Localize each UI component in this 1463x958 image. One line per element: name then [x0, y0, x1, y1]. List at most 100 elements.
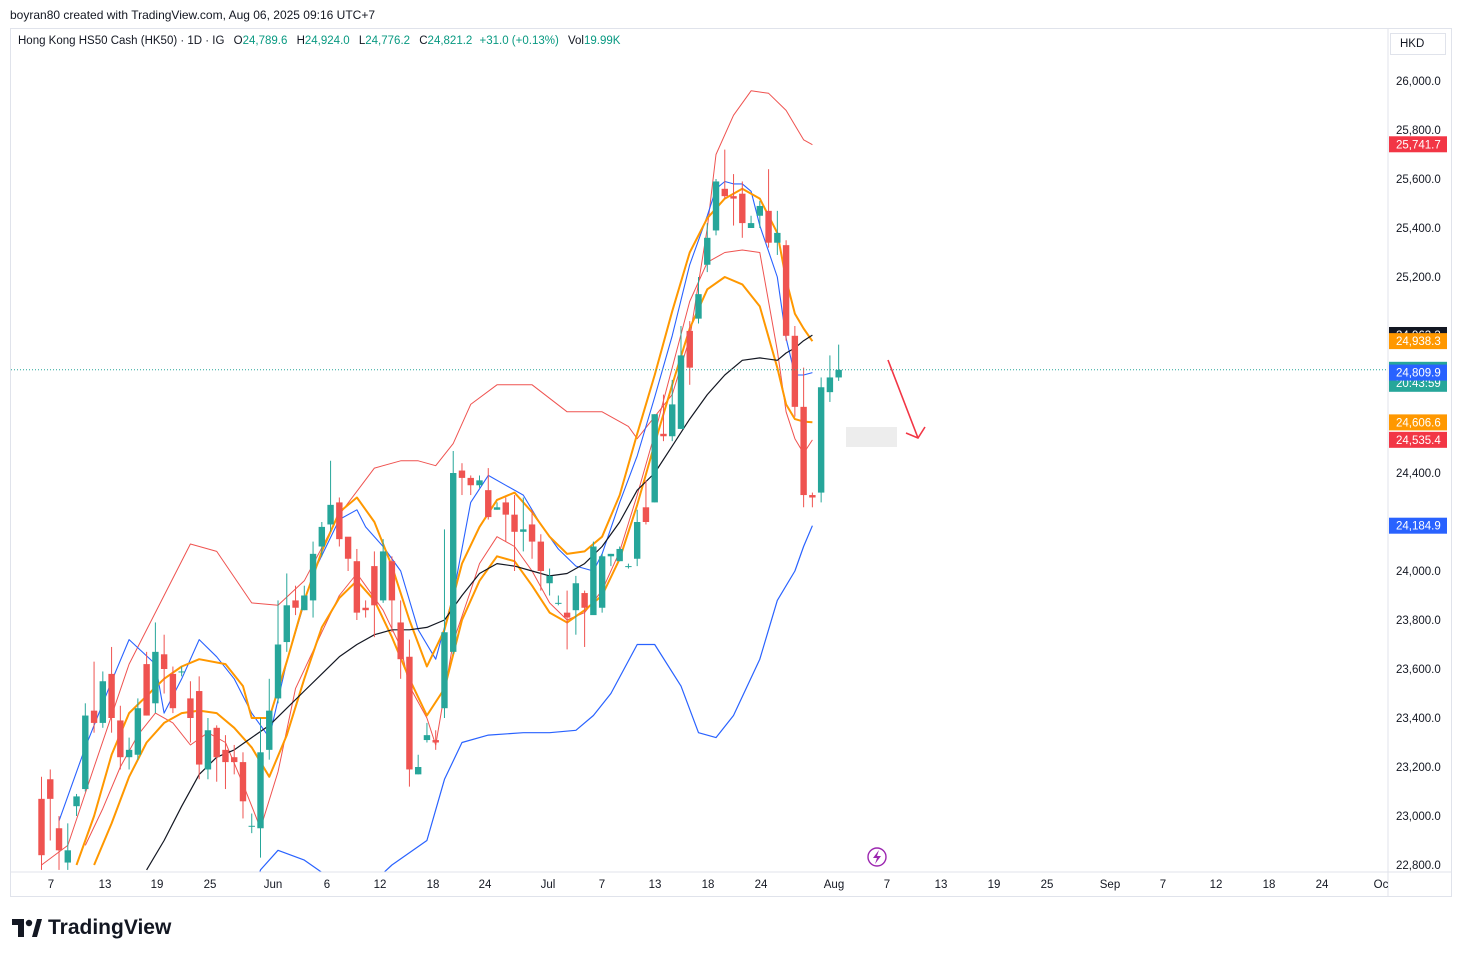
candle-body: [467, 477, 474, 486]
candle: [756, 201, 764, 228]
open-key: O: [233, 35, 243, 47]
candle: [379, 539, 387, 603]
candle-body: [344, 536, 352, 559]
symbol-legend: Hong Kong HS50 Cash (HK50) · 1D · IG O24…: [18, 35, 620, 47]
candle: [73, 793, 80, 816]
candle: [774, 210, 781, 255]
highlight-box: [846, 427, 897, 447]
candle-body: [528, 524, 536, 542]
candle: [528, 509, 536, 559]
chart-credit: boyran80 created with TradingView.com, A…: [10, 8, 376, 22]
y-tick-label: 26,000.0: [1396, 76, 1441, 88]
lightning-icon[interactable]: [867, 847, 887, 867]
candle-body: [266, 710, 273, 750]
candle: [239, 752, 247, 819]
candle: [178, 666, 185, 677]
price-label-countdown: 20:43:59: [1396, 378, 1441, 390]
candle: [704, 223, 711, 273]
candle: [730, 174, 737, 226]
candle-body: [572, 583, 580, 611]
candle-body: [318, 526, 326, 547]
candle: [476, 475, 483, 488]
candle-body: [406, 656, 413, 770]
candle-body: [169, 673, 177, 709]
candle-body: [38, 798, 45, 856]
candle: [266, 678, 273, 760]
currency-selector[interactable]: HKD: [1390, 33, 1446, 55]
x-tick-label: 19: [151, 879, 164, 891]
x-tick-label: 7: [884, 879, 890, 891]
candle: [327, 460, 334, 532]
candle-body: [598, 556, 606, 608]
candle: [318, 522, 326, 557]
price-label: 24,184.9: [1389, 517, 1447, 534]
candle: [195, 676, 203, 780]
candle: [257, 718, 264, 858]
candle-body: [651, 414, 658, 503]
candle-body: [633, 522, 641, 559]
candle: [493, 502, 501, 510]
candle-body: [686, 330, 693, 368]
x-tick-label: 25: [204, 879, 217, 891]
series-bb-outer-upper: [41, 90, 813, 866]
candle: [222, 735, 229, 790]
candle-body: [336, 502, 343, 540]
candle: [397, 600, 404, 679]
price-label-bg: [1389, 333, 1447, 350]
candle-body: [134, 708, 142, 755]
candle-body: [677, 355, 685, 429]
candle: [555, 595, 562, 606]
candle-body: [274, 644, 282, 699]
candle-body: [502, 502, 509, 515]
x-tick-label: 12: [374, 879, 387, 891]
candle: [309, 541, 317, 618]
candle-body: [826, 377, 834, 393]
price-label-bg: [1389, 364, 1447, 381]
candle-body: [152, 651, 159, 704]
x-tick-label: Oc: [1374, 879, 1389, 891]
candle: [677, 326, 685, 429]
candle: [423, 722, 431, 743]
candle-body: [642, 507, 650, 522]
candle: [485, 468, 492, 520]
candle-body: [73, 796, 80, 807]
high-key: H: [296, 35, 305, 47]
candle-body: [756, 205, 764, 216]
candle: [90, 661, 98, 733]
x-tick-label: Sep: [1100, 879, 1120, 891]
series-bb-outer-lower: [259, 525, 813, 872]
candle-body: [458, 470, 466, 478]
candle-body: [64, 850, 71, 863]
price-label: 24,535.4: [1389, 431, 1447, 448]
candle: [607, 553, 615, 567]
candle-body: [379, 551, 387, 601]
candle: [642, 480, 650, 525]
x-tick-label: 13: [99, 879, 112, 891]
candle-body: [695, 294, 702, 319]
volume-value: 19.99K: [584, 35, 621, 47]
candle: [414, 754, 422, 775]
candle-body: [362, 607, 369, 611]
lightning-icon-bolt: [873, 850, 881, 864]
forecast-arrow-shaft: [887, 359, 919, 439]
candle-body: [423, 735, 431, 741]
candle-body: [739, 193, 746, 224]
candle: [55, 816, 63, 870]
candle-body: [292, 600, 299, 608]
candle: [362, 600, 369, 618]
candle-body: [301, 595, 308, 611]
tradingview-logo: TradingView: [12, 916, 171, 940]
candle: [817, 377, 825, 503]
candle: [598, 553, 606, 613]
candle-body: [388, 561, 396, 601]
candle: [502, 497, 509, 542]
candle-body: [835, 369, 842, 378]
x-tick-label: 6: [324, 879, 330, 891]
series-ma: [146, 334, 813, 871]
candle: [826, 355, 834, 402]
candle-body: [485, 490, 492, 518]
candle-body: [607, 553, 615, 557]
y-tick-label: 25,400.0: [1396, 223, 1441, 235]
candle-body: [774, 232, 781, 243]
